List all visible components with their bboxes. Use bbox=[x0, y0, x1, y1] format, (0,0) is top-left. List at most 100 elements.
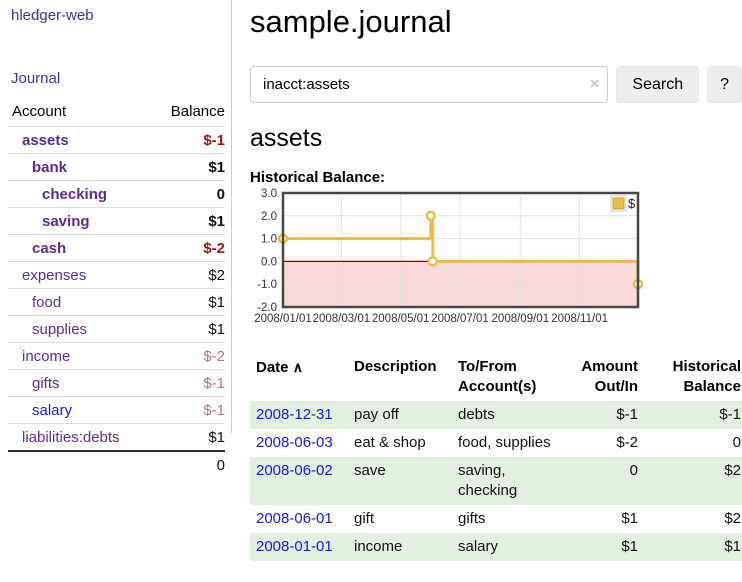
account-balance: $-2 bbox=[154, 234, 225, 262]
account-table-body: assets $-1 bank $1 checking 0 saving $1 cash $-2 e… bbox=[8, 126, 225, 451]
account-link[interactable]: income bbox=[22, 348, 71, 365]
clear-search-icon[interactable]: × bbox=[589, 74, 600, 93]
account-link[interactable]: expenses bbox=[22, 267, 87, 284]
description-column-header: Description bbox=[354, 358, 437, 375]
account-row: income $-2 bbox=[8, 342, 225, 370]
account-balance: 0 bbox=[154, 180, 225, 208]
transaction-amount: $1 bbox=[621, 510, 638, 527]
account-link[interactable]: salary bbox=[32, 402, 73, 419]
transaction-balance: $-1 bbox=[719, 406, 741, 423]
account-row: cash $-2 bbox=[8, 234, 225, 262]
svg-text:2.0: 2.0 bbox=[261, 211, 277, 223]
account-balance: $1 bbox=[154, 315, 225, 343]
search-input[interactable] bbox=[250, 66, 609, 103]
account-balance: $-1 bbox=[154, 369, 225, 397]
account-balance-table: Account Balance assets $-1 bank $1 checking 0… bbox=[8, 99, 225, 478]
account-row: salary $-1 bbox=[8, 396, 225, 424]
transaction-accounts: debts bbox=[458, 406, 495, 423]
svg-text:2008/01/01: 2008/01/01 bbox=[254, 313, 312, 325]
transaction-description: gift bbox=[354, 510, 375, 527]
transaction-row: 2008-06-02 save saving, checking 0 $2 bbox=[250, 457, 742, 505]
svg-text:1.0: 1.0 bbox=[261, 234, 277, 246]
transaction-date-link[interactable]: 2008-01-01 bbox=[256, 538, 333, 555]
transaction-balance: $1 bbox=[724, 538, 741, 555]
transaction-accounts: saving, checking bbox=[458, 462, 518, 499]
svg-text:2008/11/01: 2008/11/01 bbox=[551, 313, 608, 325]
account-link[interactable]: supplies bbox=[32, 321, 88, 338]
transaction-accounts: salary bbox=[458, 538, 499, 555]
search-form: × Search ? bbox=[250, 66, 742, 103]
account-heading: assets bbox=[250, 124, 323, 152]
transaction-row: 2008-12-31 pay off debts $-1 $-1 bbox=[250, 401, 742, 429]
account-link[interactable]: cash bbox=[32, 240, 67, 257]
transaction-date-link[interactable]: 2008-06-01 bbox=[256, 510, 333, 527]
account-balance: $-2 bbox=[154, 342, 225, 370]
historical-balance-chart: $3.0 2.0 1.0 0.0 -1.0 -2.0 2008/01/01 2008/03/0… bbox=[250, 188, 742, 335]
account-link[interactable]: checking bbox=[42, 186, 108, 203]
account-row: liabilities:debts $1 bbox=[8, 423, 225, 451]
account-link[interactable]: saving bbox=[42, 213, 90, 230]
transaction-date-link[interactable]: 2008-12-31 bbox=[256, 406, 333, 423]
account-balance: $-1 bbox=[154, 396, 225, 424]
register-header-row: Date ∧ Description To/From Account(s) Am… bbox=[250, 353, 742, 401]
svg-text:2008/03/01: 2008/03/01 bbox=[313, 313, 371, 325]
register-table: Date ∧ Description To/From Account(s) Am… bbox=[250, 353, 742, 561]
balance-total-value: 0 bbox=[154, 450, 225, 478]
brand-link[interactable]: hledger-web bbox=[11, 7, 94, 24]
account-link[interactable]: bank bbox=[32, 159, 68, 176]
svg-text:$: $ bbox=[628, 196, 636, 211]
account-column-header: Account bbox=[12, 103, 67, 120]
account-row: saving $1 bbox=[8, 207, 225, 235]
svg-text:-1.0: -1.0 bbox=[257, 279, 277, 291]
amount-column-header: Amount Out/In bbox=[581, 358, 638, 395]
balance-column-header-main: Historical Balance bbox=[672, 358, 741, 395]
transaction-amount: $-1 bbox=[616, 406, 638, 423]
transaction-date-link[interactable]: 2008-06-03 bbox=[256, 434, 333, 451]
account-row: expenses $2 bbox=[8, 261, 225, 289]
account-row: bank $1 bbox=[8, 153, 225, 181]
transaction-date-link[interactable]: 2008-06-02 bbox=[256, 462, 333, 479]
sort-asc-icon: ∧ bbox=[292, 359, 303, 375]
balance-column-header: Balance bbox=[170, 103, 225, 120]
transaction-amount: $1 bbox=[621, 538, 638, 555]
transaction-description: save bbox=[354, 462, 386, 479]
transaction-accounts: food, supplies bbox=[458, 434, 551, 451]
account-balance: $-1 bbox=[154, 126, 225, 154]
account-link[interactable]: gifts bbox=[32, 375, 60, 392]
svg-text:-2.0: -2.0 bbox=[257, 302, 277, 314]
sidebar: hledger-web Journal Account Balance asse… bbox=[0, 0, 232, 478]
account-link[interactable]: assets bbox=[22, 132, 69, 149]
svg-text:3.0: 3.0 bbox=[261, 188, 277, 200]
account-balance: $2 bbox=[154, 261, 225, 289]
search-box: × bbox=[250, 66, 609, 103]
svg-text:2008/05/01: 2008/05/01 bbox=[372, 313, 430, 325]
transaction-row: 2008-01-01 income salary $1 $1 bbox=[250, 533, 742, 561]
transaction-description: income bbox=[354, 538, 403, 555]
account-balance: $1 bbox=[154, 153, 225, 181]
account-balance: $1 bbox=[154, 423, 225, 451]
account-row: checking 0 bbox=[8, 180, 225, 208]
transaction-accounts: gifts bbox=[458, 510, 486, 527]
transaction-description: eat & shop bbox=[354, 434, 426, 451]
transaction-balance: 0 bbox=[732, 434, 741, 451]
transaction-description: pay off bbox=[354, 406, 399, 423]
help-button[interactable]: ? bbox=[707, 66, 742, 103]
account-balance: $1 bbox=[154, 207, 225, 235]
sidebar-item-journal[interactable]: Journal bbox=[11, 70, 61, 87]
accounts-column-header: To/From Account(s) bbox=[458, 358, 537, 395]
chart-heading: Historical Balance: bbox=[250, 169, 386, 186]
account-link[interactable]: food bbox=[32, 294, 62, 311]
account-balance: $1 bbox=[154, 288, 225, 316]
balance-total-row: 0 bbox=[8, 450, 225, 478]
transaction-balance: $2 bbox=[724, 462, 741, 479]
date-column-header[interactable]: Date ∧ bbox=[256, 359, 303, 376]
account-row: supplies $1 bbox=[8, 315, 225, 343]
transaction-row: 2008-06-03 eat & shop food, supplies $-2 0 bbox=[250, 429, 742, 457]
svg-text:2008/07/01: 2008/07/01 bbox=[431, 313, 489, 325]
search-button[interactable]: Search bbox=[616, 66, 700, 103]
account-row: food $1 bbox=[8, 288, 225, 316]
account-link[interactable]: liabilities:debts bbox=[22, 429, 120, 446]
account-row: gifts $-1 bbox=[8, 369, 225, 397]
